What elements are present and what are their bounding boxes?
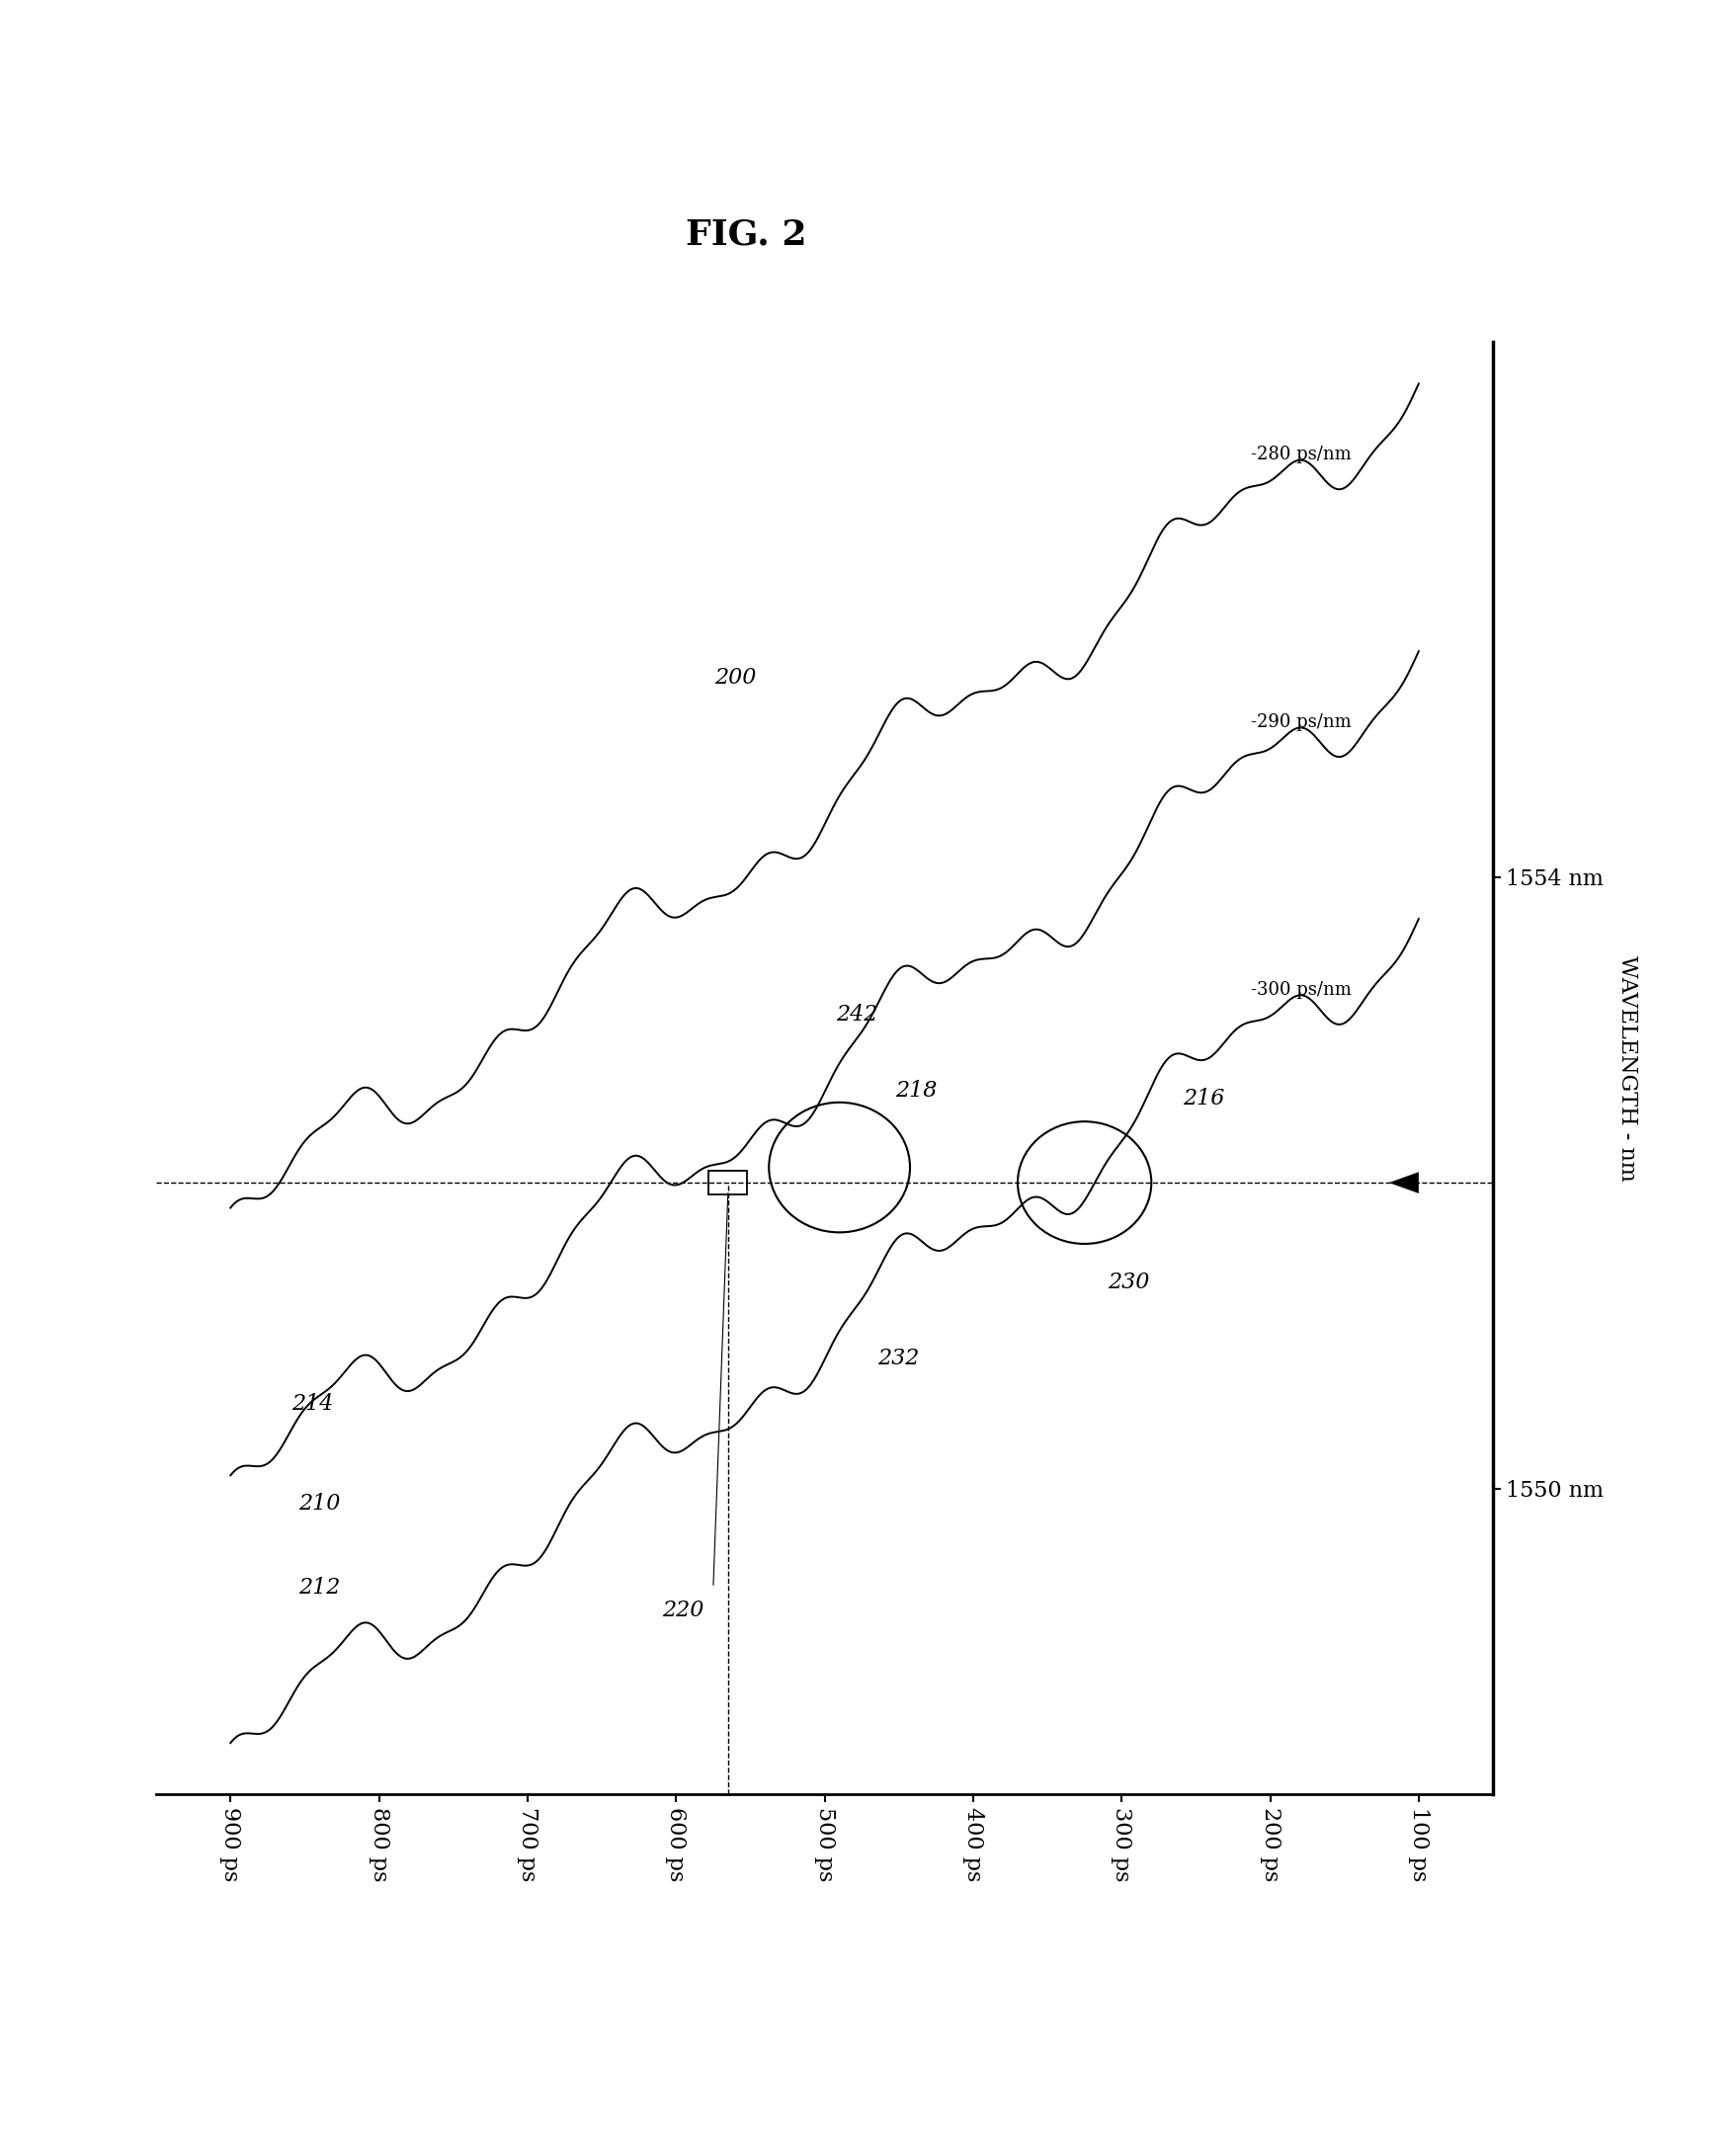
Bar xyxy=(708,1171,748,1194)
Y-axis label: WAVELENGTH - nm: WAVELENGTH - nm xyxy=(1616,955,1639,1181)
Text: 230: 230 xyxy=(1108,1271,1149,1292)
Text: 214: 214 xyxy=(292,1393,333,1416)
Text: 218: 218 xyxy=(896,1081,937,1102)
Text: 210: 210 xyxy=(299,1493,340,1514)
Text: 232: 232 xyxy=(878,1348,920,1369)
Text: -300 ps/nm: -300 ps/nm xyxy=(1252,980,1352,998)
Text: -290 ps/nm: -290 ps/nm xyxy=(1252,713,1352,731)
Text: -280 ps/nm: -280 ps/nm xyxy=(1252,446,1352,464)
Text: 200: 200 xyxy=(715,666,757,690)
Text: FIG. 2: FIG. 2 xyxy=(686,218,807,252)
Text: 242: 242 xyxy=(837,1004,878,1025)
Text: 212: 212 xyxy=(299,1576,340,1598)
Polygon shape xyxy=(1389,1173,1418,1194)
Text: 220: 220 xyxy=(663,1600,705,1621)
Text: 216: 216 xyxy=(1182,1087,1224,1109)
